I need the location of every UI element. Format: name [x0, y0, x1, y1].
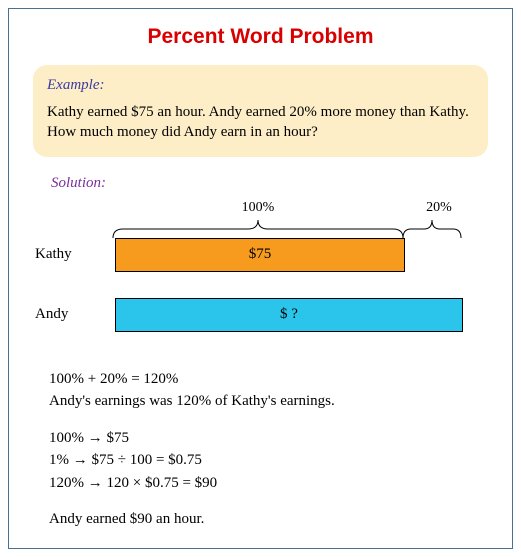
andy-bar: $ ? [115, 298, 463, 332]
page: Percent Word Problem Example: Kathy earn… [0, 0, 521, 557]
solution-step: Andy earned $90 an hour. [49, 508, 488, 531]
solution-step: 100% → $751% → $75 ÷ 100 = $0.75120% → 1… [49, 427, 488, 495]
kathy-bar: $75 [115, 238, 405, 272]
example-text: Kathy earned $75 an hour. Andy earned 20… [47, 102, 474, 143]
brace-100-label: 100% [228, 200, 288, 216]
solution-label: Solution: [51, 175, 488, 192]
kathy-label: Kathy [33, 246, 115, 263]
brace-20-icon [403, 220, 461, 238]
content-frame: Percent Word Problem Example: Kathy earn… [8, 8, 513, 549]
solution-step: 100% + 20% = 120%Andy's earnings was 120… [49, 368, 488, 413]
andy-bar-value: $ ? [280, 306, 298, 323]
andy-row: Andy $ ? [33, 298, 463, 332]
solution-steps: 100% + 20% = 120%Andy's earnings was 120… [49, 368, 488, 531]
example-box: Example: Kathy earned $75 an hour. Andy … [33, 65, 488, 157]
kathy-row: Kathy $75 [33, 238, 405, 272]
kathy-bar-value: $75 [249, 246, 272, 263]
brace-100-icon [113, 220, 403, 238]
brace-20-label: 20% [419, 200, 459, 216]
bar-diagram: 100% 20% Kathy $75 Andy $ ? [33, 194, 488, 354]
example-label: Example: [47, 77, 474, 94]
page-title: Percent Word Problem [33, 25, 488, 49]
andy-label: Andy [33, 306, 115, 323]
